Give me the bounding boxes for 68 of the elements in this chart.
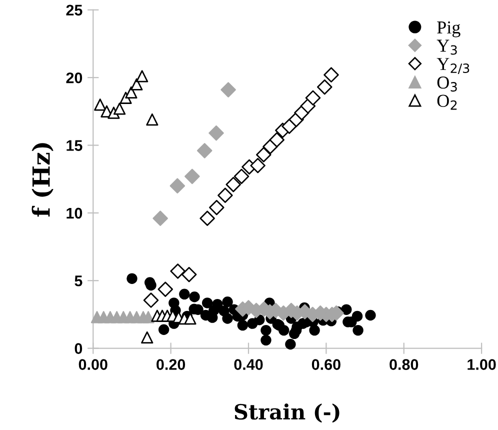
point [189, 292, 200, 302]
point [184, 168, 200, 184]
point [158, 282, 174, 297]
point [181, 266, 197, 282]
point [113, 102, 126, 115]
y-tick-label: 15 [66, 140, 82, 151]
point [222, 296, 233, 308]
point [152, 210, 168, 226]
x-tick-label: 0.80 [390, 359, 418, 370]
point [237, 320, 248, 331]
y-tick-label: 25 [66, 4, 82, 16]
point [309, 324, 320, 336]
point [158, 324, 170, 335]
point [234, 168, 250, 184]
point [254, 314, 265, 326]
point [146, 113, 158, 126]
point [250, 158, 266, 174]
y-tick-label: 10 [66, 208, 82, 219]
point [196, 143, 212, 158]
legend-label: O$_{2}$ [437, 94, 457, 110]
point [179, 288, 190, 300]
point [142, 311, 154, 324]
y-tick-label: 5 [74, 276, 82, 286]
point [260, 324, 272, 336]
x-tick-label: 0.00 [78, 359, 108, 370]
x-tick-label: 1.00 [468, 359, 496, 370]
x-tick-label: 0.20 [156, 359, 186, 370]
point [365, 310, 376, 321]
point [208, 125, 224, 141]
point [285, 338, 296, 350]
point [143, 292, 159, 308]
point [218, 188, 233, 203]
point [256, 147, 272, 162]
point [170, 178, 186, 194]
point [269, 132, 284, 148]
legend-label: Y$_{3}$ [436, 40, 457, 55]
point [352, 324, 364, 336]
point [209, 200, 224, 216]
point [94, 98, 106, 111]
point [305, 90, 321, 106]
point [226, 176, 241, 192]
point [125, 86, 138, 99]
legend-label: Y$_{2/3}$ [436, 58, 470, 74]
y-axis-title: f (Hz) [32, 143, 54, 217]
point [298, 318, 308, 329]
point [220, 82, 236, 98]
point [218, 306, 230, 316]
point [352, 310, 363, 322]
point [130, 78, 143, 90]
point [141, 331, 154, 344]
x-tick-label: 0.40 [234, 359, 263, 370]
legend-label: O$_{3}$ [437, 76, 457, 92]
point [222, 313, 233, 324]
point [170, 264, 186, 279]
point [202, 298, 213, 308]
point [136, 70, 148, 82]
point [200, 210, 215, 226]
point [260, 334, 272, 346]
legend-label: Pig [437, 21, 460, 38]
point [341, 304, 352, 315]
point [208, 305, 220, 316]
x-axis-title: Strain (-) [234, 404, 340, 423]
point [126, 273, 138, 284]
point [324, 67, 339, 83]
y-tick-label: 0 [74, 343, 82, 354]
y-tick-label: 20 [66, 72, 82, 84]
point [316, 79, 332, 95]
x-tick-label: 0.60 [312, 359, 340, 370]
